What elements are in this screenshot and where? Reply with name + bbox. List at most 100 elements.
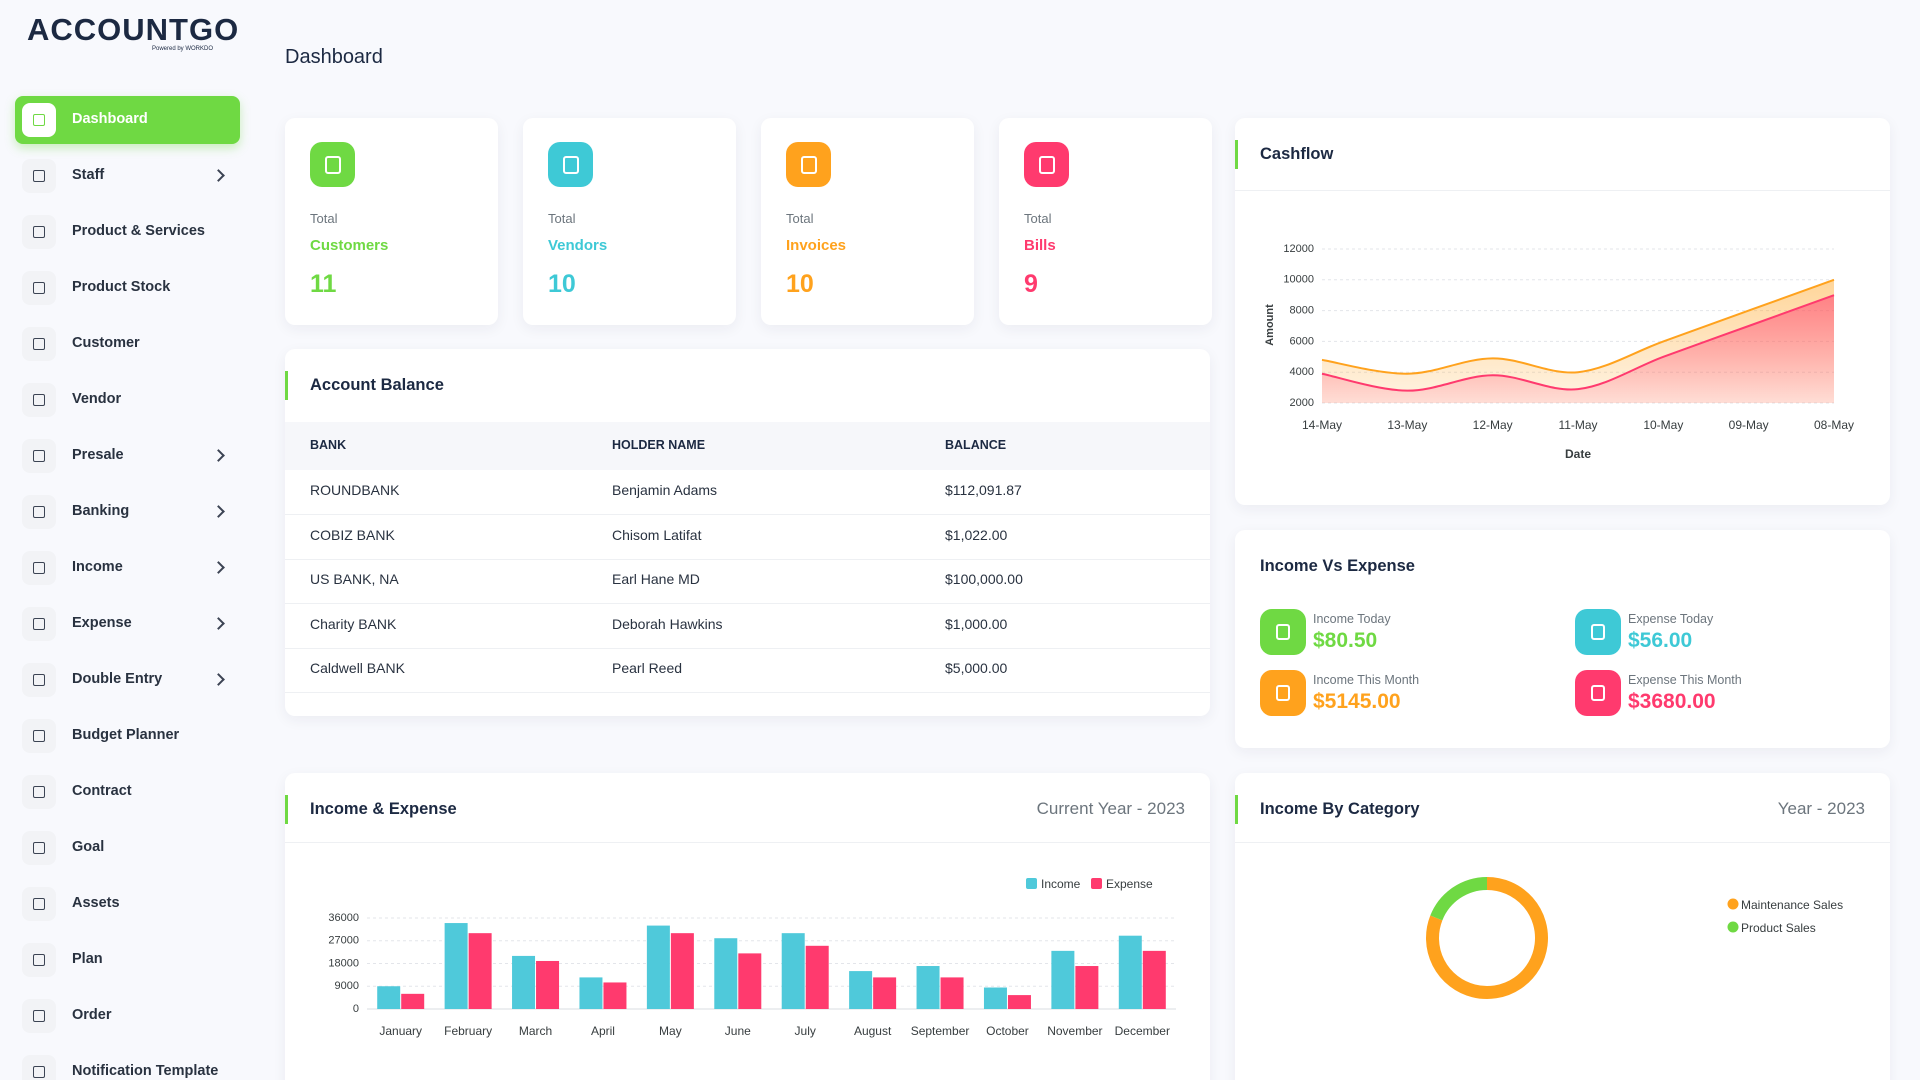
- x-tick-label: 13-May: [1387, 418, 1427, 432]
- table-cell: $1,000.00: [945, 615, 1008, 632]
- bar: [873, 977, 897, 1009]
- table-cell: US BANK, NA: [310, 571, 399, 587]
- nav-item[interactable]: Plan: [15, 936, 240, 984]
- nav-icon: [22, 831, 56, 865]
- bar: [738, 953, 762, 1009]
- stat-label: Invoices: [786, 237, 847, 254]
- nav-item[interactable]: Banking: [15, 488, 240, 536]
- table-cell: Benjamin Adams: [612, 482, 718, 498]
- table-cell: Chisom Latifat: [612, 526, 702, 543]
- nav-item[interactable]: Double Entry: [15, 656, 240, 704]
- nav-item[interactable]: Budget Planner: [15, 712, 240, 760]
- legend-label: Expense: [1106, 877, 1153, 891]
- nav-item[interactable]: Goal: [15, 824, 240, 872]
- nav-label: Product Stock: [72, 279, 171, 295]
- metric-label: Expense This Month: [1628, 673, 1742, 687]
- nav-glyph: [33, 506, 45, 518]
- card-subtitle: Current Year - 2023: [1036, 799, 1185, 818]
- nav-item[interactable]: Customer: [15, 320, 240, 368]
- y-tick-label: 0: [353, 1003, 359, 1015]
- x-tick-label: 09-May: [1729, 418, 1769, 432]
- table-cell: COBIZ BANK: [310, 526, 395, 543]
- x-tick-label: December: [1115, 1024, 1170, 1038]
- bar: [1075, 966, 1099, 1009]
- table-header: HOLDER NAME: [612, 438, 706, 452]
- y-axis-label: Amount: [1264, 304, 1276, 346]
- x-tick-label: September: [911, 1024, 970, 1038]
- income-expense-card: Income & Expense Current Year - 2023 0 9000…: [285, 773, 1210, 1080]
- y-tick-label: 27000: [328, 935, 359, 947]
- nav-item[interactable]: Expense: [15, 600, 240, 648]
- x-axis-label: Date: [1565, 447, 1591, 461]
- nav-glyph: [33, 1066, 45, 1078]
- nav-glyph: [33, 562, 45, 574]
- metric-label: Income This Month: [1313, 673, 1420, 687]
- nav-icon: [22, 943, 56, 977]
- table-cell: ROUNDBANK: [310, 482, 400, 498]
- nav-glyph: [33, 898, 45, 910]
- stat-value: 11: [310, 270, 337, 298]
- bar: [916, 966, 940, 1009]
- stat-icon: [310, 142, 355, 187]
- x-tick-label: 12-May: [1473, 418, 1513, 432]
- nav-item[interactable]: Notification Template: [15, 1048, 240, 1080]
- card-accent: [285, 371, 288, 400]
- income-vs-expense-card: Income Vs Expense Income Today $80.50 Expen…: [1235, 530, 1890, 748]
- bar: [401, 993, 425, 1009]
- account-balance-card: Account Balance BANK HOLDER NAME BALANCE ROU…: [285, 349, 1210, 716]
- bar: [1007, 995, 1031, 1009]
- bar: [512, 955, 536, 1009]
- nav-glyph: [33, 282, 45, 294]
- logo-tagline: Powered by WORKDO: [152, 46, 214, 52]
- x-tick-label: August: [854, 1024, 892, 1038]
- table-cell: Caldwell BANK: [310, 660, 405, 676]
- x-tick-label: 14-May: [1302, 418, 1342, 432]
- nav-item[interactable]: Vendor: [15, 376, 240, 424]
- nav-item[interactable]: Product Stock: [15, 264, 240, 312]
- nav-glyph: [33, 730, 45, 742]
- nav-icon: [22, 1055, 56, 1080]
- card-divider: [285, 842, 1210, 843]
- stat-label: Customers: [310, 237, 389, 254]
- line: [1321, 294, 1835, 392]
- nav-item[interactable]: Contract: [15, 768, 240, 816]
- nav-item[interactable]: Order: [15, 992, 240, 1040]
- nav-icon: [22, 271, 56, 305]
- nav-glyph: [33, 170, 45, 182]
- nav-label: Goal: [72, 839, 105, 855]
- nav-icon: [22, 495, 56, 529]
- card-subtitle: Year - 2023: [1777, 799, 1865, 818]
- donut-slice: [1430, 877, 1488, 921]
- stat-glyph: [1591, 685, 1605, 701]
- nav-item[interactable]: Assets: [15, 880, 240, 928]
- x-tick-label: 10-May: [1643, 418, 1683, 432]
- table-cell: $1,022.00: [945, 526, 1008, 543]
- nav-item[interactable]: Product & Services: [15, 208, 240, 256]
- card-title: Income By Category: [1260, 800, 1420, 818]
- nav-icon: [22, 159, 56, 193]
- nav-label: Double Entry: [72, 671, 163, 687]
- x-tick-label: October: [986, 1024, 1029, 1038]
- legend-swatch: [1091, 878, 1102, 889]
- chart: 2000 4000 6000 8000 10000 12000 14-May 13-May 12…: [1264, 243, 1854, 461]
- x-tick-label: January: [379, 1024, 422, 1038]
- stat-value: 10: [548, 270, 576, 298]
- nav-item[interactable]: Presale: [15, 432, 240, 480]
- nav-item[interactable]: Income: [15, 544, 240, 592]
- nav-item[interactable]: Dashboard: [15, 96, 240, 144]
- nav-item[interactable]: Staff: [15, 152, 240, 200]
- y-tick-label: 9000: [335, 980, 359, 992]
- table-header: BALANCE: [945, 438, 1007, 452]
- nav-label: Income: [72, 559, 123, 575]
- area: [1322, 295, 1834, 403]
- stat-caption: Total: [1024, 211, 1052, 226]
- x-tick-label: May: [659, 1024, 682, 1038]
- metric-value: $5145.00: [1313, 690, 1401, 713]
- table-row-line: [285, 692, 1210, 693]
- table-cell: Deborah Hawkins: [612, 615, 723, 632]
- stat-glyph: [1591, 624, 1605, 640]
- nav-glyph: [33, 394, 45, 406]
- x-tick-label: November: [1047, 1024, 1102, 1038]
- y-tick-label: 12000: [1283, 243, 1314, 255]
